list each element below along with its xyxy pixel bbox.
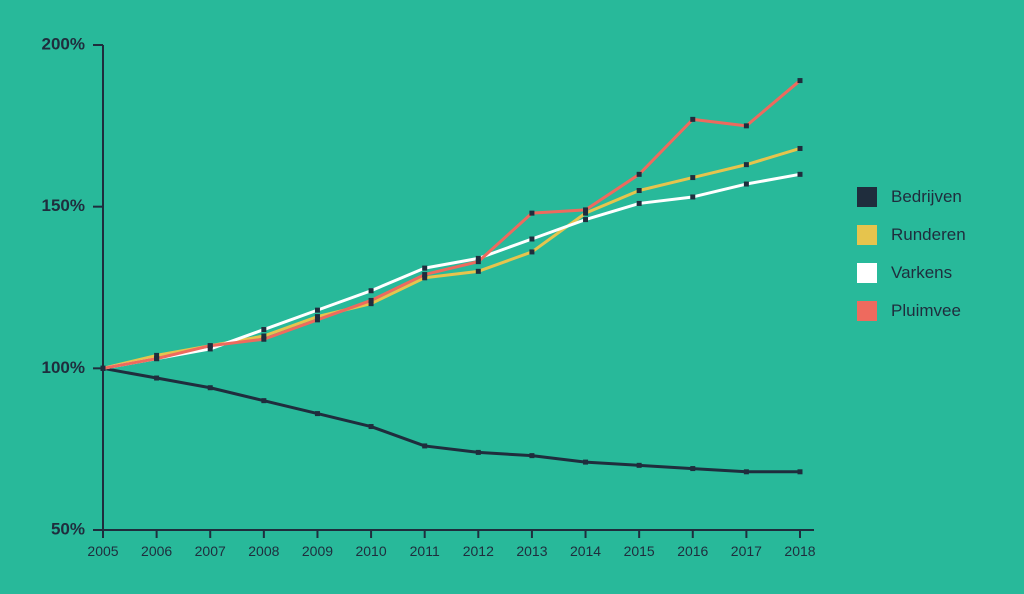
series-marker-varkens	[637, 201, 642, 206]
y-tick-label: 50%	[51, 519, 85, 538]
x-tick-label: 2009	[302, 543, 333, 559]
legend-item-pluimvee: Pluimvee	[857, 292, 966, 330]
x-tick-label: 2006	[141, 543, 172, 559]
y-tick-label: 150%	[42, 196, 85, 215]
series-marker-varkens	[529, 237, 534, 242]
series-marker-varkens	[744, 182, 749, 187]
series-marker-bedrijven	[369, 424, 374, 429]
series-marker-pluimvee	[154, 356, 159, 361]
series-marker-pluimvee	[637, 172, 642, 177]
legend-label: Varkens	[891, 263, 952, 283]
series-marker-pluimvee	[583, 207, 588, 212]
x-tick-label: 2018	[784, 543, 815, 559]
legend-item-runderen: Runderen	[857, 216, 966, 254]
series-marker-pluimvee	[208, 343, 213, 348]
legend-swatch	[857, 187, 877, 207]
series-marker-varkens	[369, 288, 374, 293]
series-marker-varkens	[798, 172, 803, 177]
y-tick-label: 200%	[42, 34, 85, 53]
legend-swatch	[857, 263, 877, 283]
series-marker-runderen	[690, 175, 695, 180]
x-tick-label: 2015	[624, 543, 655, 559]
legend-swatch	[857, 301, 877, 321]
series-marker-runderen	[637, 188, 642, 193]
chart-legend: Bedrijven Runderen Varkens Pluimvee	[857, 178, 966, 330]
series-marker-bedrijven	[744, 469, 749, 474]
x-tick-label: 2007	[195, 543, 226, 559]
series-marker-bedrijven	[208, 385, 213, 390]
series-marker-varkens	[261, 327, 266, 332]
series-marker-pluimvee	[529, 211, 534, 216]
x-tick-label: 2005	[87, 543, 118, 559]
series-marker-bedrijven	[529, 453, 534, 458]
series-marker-varkens	[690, 194, 695, 199]
series-marker-runderen	[744, 162, 749, 167]
series-marker-runderen	[798, 146, 803, 151]
x-tick-label: 2011	[410, 543, 440, 559]
legend-label: Pluimvee	[891, 301, 961, 321]
series-marker-pluimvee	[369, 298, 374, 303]
legend-item-varkens: Varkens	[857, 254, 966, 292]
series-marker-pluimvee	[744, 123, 749, 128]
series-marker-bedrijven	[637, 463, 642, 468]
series-marker-bedrijven	[476, 450, 481, 455]
series-marker-bedrijven	[583, 460, 588, 465]
legend-item-bedrijven: Bedrijven	[857, 178, 966, 216]
series-marker-varkens	[422, 266, 427, 271]
x-tick-label: 2014	[570, 543, 601, 559]
x-tick-label: 2017	[731, 543, 762, 559]
x-tick-label: 2016	[677, 543, 708, 559]
series-marker-pluimvee	[798, 78, 803, 83]
series-marker-bedrijven	[798, 469, 803, 474]
series-marker-varkens	[315, 308, 320, 313]
series-marker-bedrijven	[154, 376, 159, 381]
legend-label: Bedrijven	[891, 187, 962, 207]
series-marker-pluimvee	[315, 317, 320, 322]
series-marker-pluimvee	[261, 337, 266, 342]
legend-label: Runderen	[891, 225, 966, 245]
x-tick-label: 2012	[463, 543, 494, 559]
series-marker-varkens	[583, 217, 588, 222]
series-marker-bedrijven	[422, 443, 427, 448]
series-marker-bedrijven	[261, 398, 266, 403]
series-marker-bedrijven	[690, 466, 695, 471]
series-marker-pluimvee	[690, 117, 695, 122]
x-tick-label: 2008	[248, 543, 279, 559]
series-marker-pluimvee	[422, 272, 427, 277]
series-marker-runderen	[529, 249, 534, 254]
series-marker-pluimvee	[101, 366, 106, 371]
x-tick-label: 2013	[516, 543, 547, 559]
series-marker-runderen	[476, 269, 481, 274]
y-tick-label: 100%	[42, 358, 85, 377]
series-marker-pluimvee	[476, 259, 481, 264]
series-marker-bedrijven	[315, 411, 320, 416]
x-tick-label: 2010	[355, 543, 386, 559]
chart-container: 50% 100% 150% 200% 2005 2006 2007 2008 2009 2010 2…	[0, 0, 1024, 594]
legend-swatch	[857, 225, 877, 245]
